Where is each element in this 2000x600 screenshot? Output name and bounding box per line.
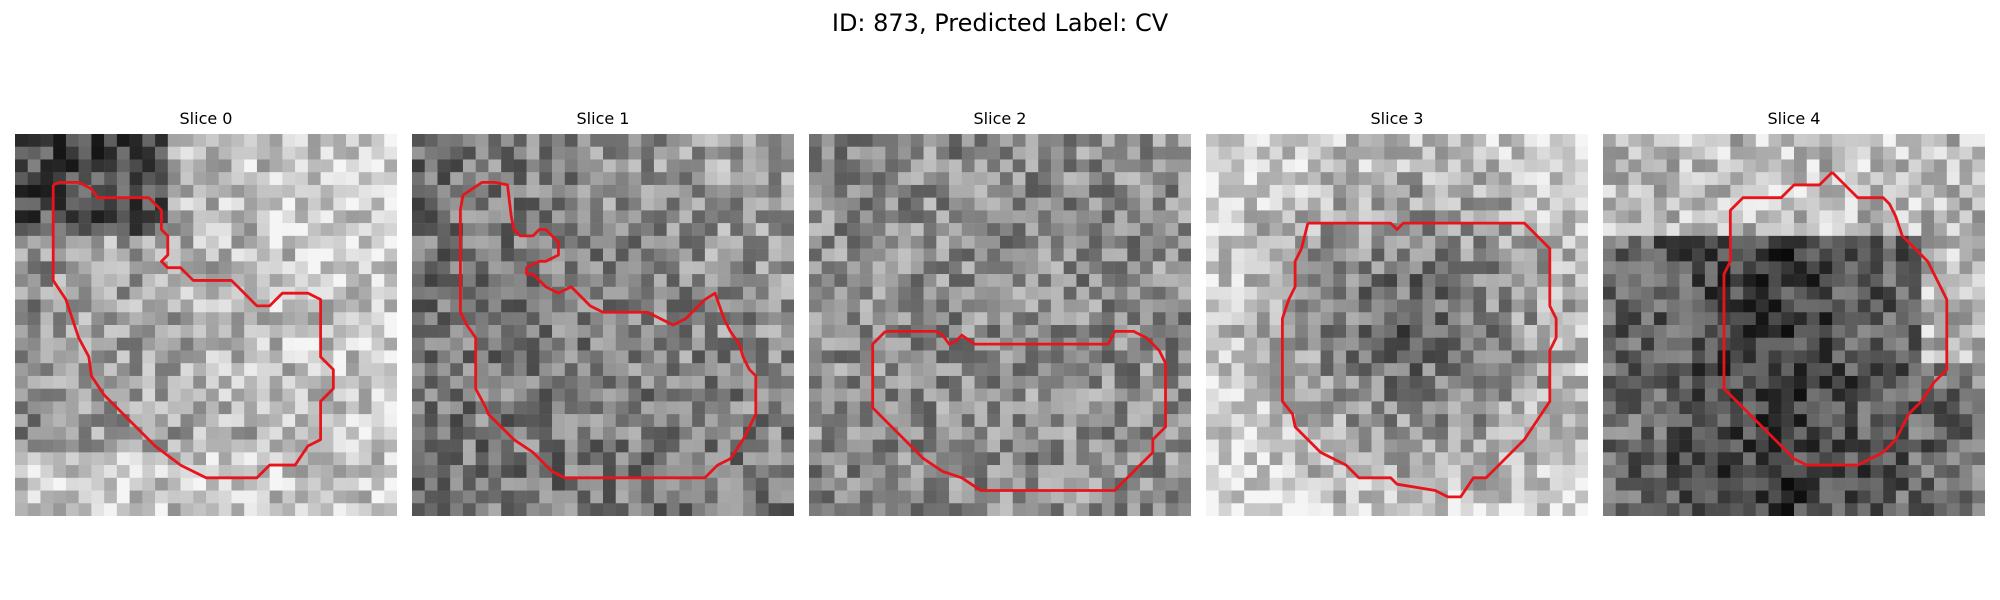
slice-title: Slice 4: [1767, 109, 1821, 128]
figure-title: ID: 873, Predicted Label: CV: [831, 9, 1169, 37]
pixel-grid: [15, 134, 397, 516]
pixel-grid: [412, 134, 794, 516]
slice-image-4: [1603, 134, 1985, 516]
slice-image-3: [1206, 134, 1588, 516]
slice-image-1: [412, 134, 794, 516]
pixel-grid: [809, 134, 1191, 516]
pixel-grid: [1603, 134, 1985, 516]
segmentation-contour: [1722, 171, 1949, 467]
slice-image-0: [15, 134, 397, 516]
slice-image-2: [809, 134, 1191, 516]
slice-title: Slice 0: [179, 109, 233, 128]
segmentation-contour: [1280, 221, 1558, 499]
segmentation-contour: [51, 180, 335, 480]
slice-title: Slice 1: [576, 109, 630, 128]
segmentation-contour: [871, 329, 1167, 492]
slice-title: Slice 3: [1370, 109, 1424, 128]
slice-title: Slice 2: [973, 109, 1027, 128]
segmentation-contour: [458, 180, 758, 480]
pixel-grid: [1206, 134, 1588, 516]
